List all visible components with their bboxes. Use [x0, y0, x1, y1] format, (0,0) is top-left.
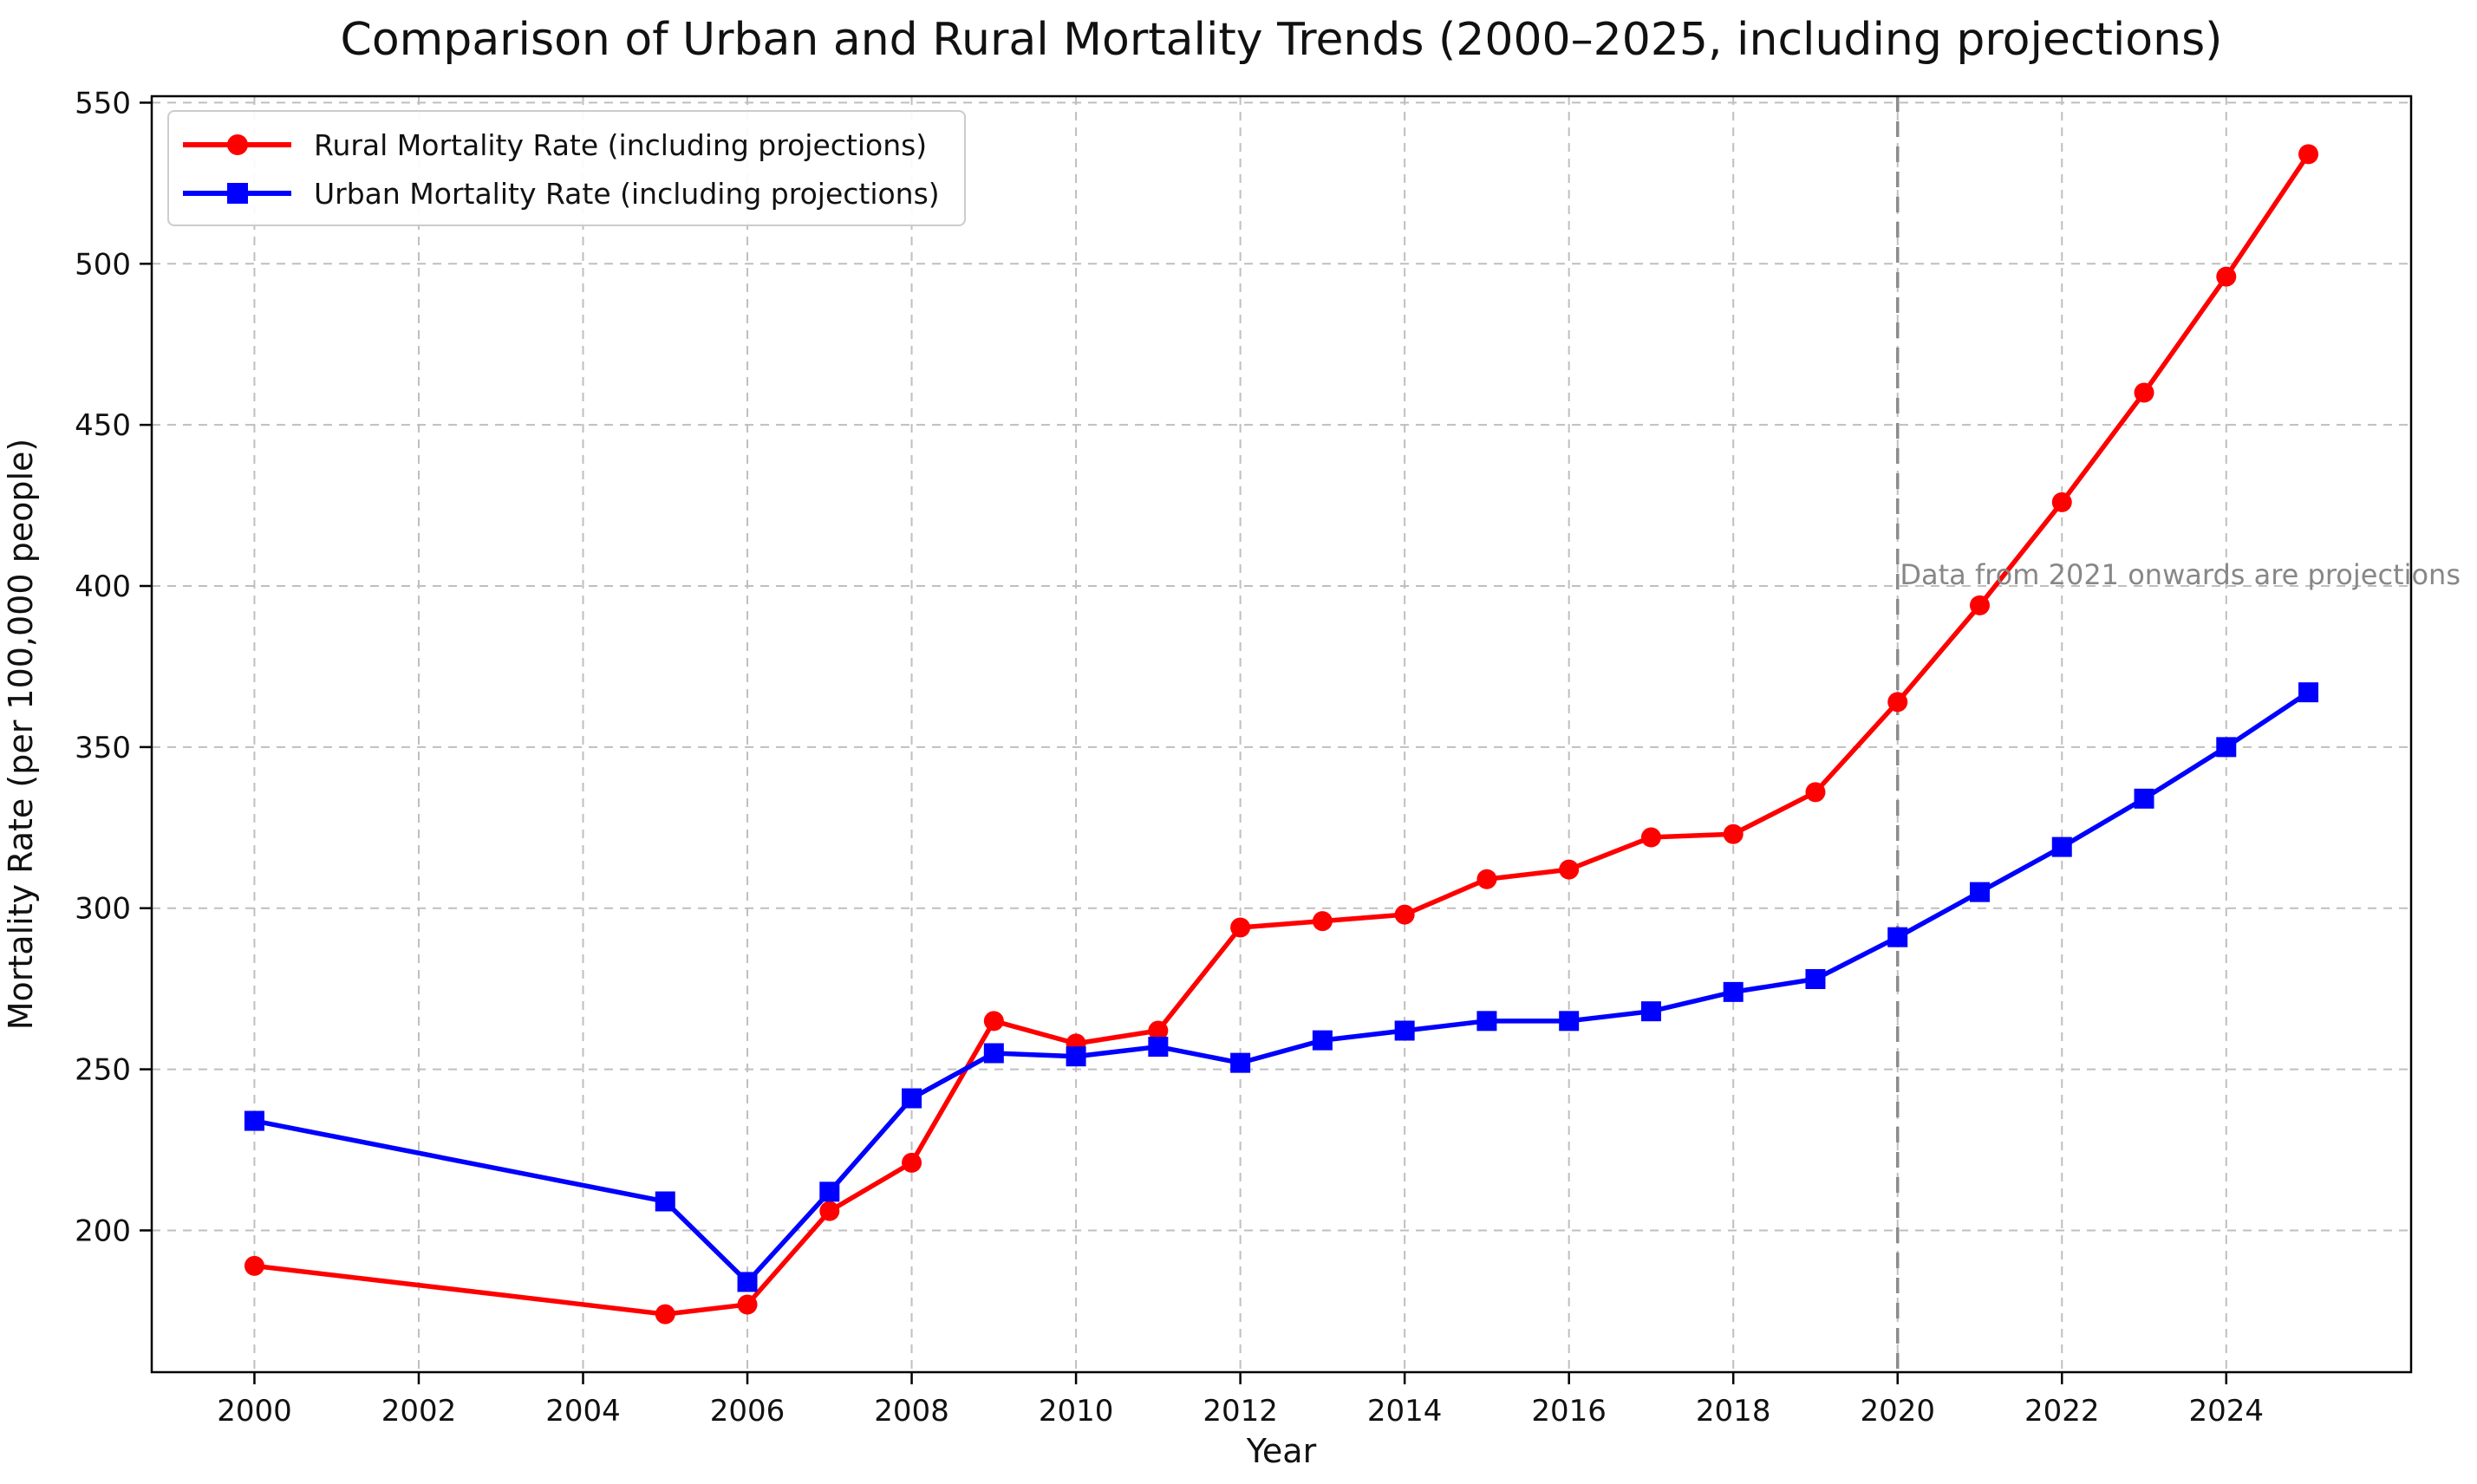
urban-data-point [1887, 927, 1908, 947]
urban-square-marker-icon [226, 183, 248, 204]
x-tick-label: 2008 [874, 1394, 949, 1429]
x-axis-label: Year [1246, 1432, 1317, 1470]
legend-label-rural: Rural Mortality Rate (including projecti… [314, 127, 928, 162]
urban-data-point [244, 1110, 264, 1131]
urban-data-point [1640, 1001, 1661, 1022]
urban-data-point [902, 1088, 922, 1109]
plot-border [150, 94, 2413, 1374]
y-axis-label: Mortality Rate (per 100,000 people) [2, 438, 40, 1031]
rural-data-point [902, 1152, 922, 1173]
rural-data-point [655, 1304, 675, 1325]
x-tick-label: 2014 [1367, 1394, 1443, 1429]
y-tick-label: 400 [75, 570, 131, 604]
urban-data-point [983, 1043, 1004, 1064]
urban-data-point [2298, 682, 2319, 703]
y-tick-label: 450 [75, 408, 131, 443]
urban-data-point [2216, 737, 2237, 758]
legend: Rural Mortality Rate (including projecti… [167, 110, 966, 226]
rural-data-point [1148, 1020, 1169, 1041]
urban-data-point [1394, 1020, 1415, 1041]
rural-data-point [1723, 823, 1744, 844]
x-tick-label: 2010 [1039, 1394, 1114, 1429]
y-tick-label: 350 [75, 731, 131, 765]
urban-data-point [819, 1181, 840, 1202]
urban-data-point [1312, 1030, 1333, 1051]
urban-data-point [1476, 1011, 1497, 1032]
urban-data-point [1230, 1052, 1251, 1073]
rural-data-point [1476, 869, 1497, 889]
chart-title: Comparison of Urban and Rural Mortality … [340, 14, 2223, 66]
legend-label-urban: Urban Mortality Rate (including projecti… [314, 176, 940, 211]
x-tick-label: 2016 [1531, 1394, 1607, 1429]
rural-data-point [1559, 859, 1580, 880]
rural-circle-marker-icon [226, 134, 248, 155]
rural-data-point [737, 1294, 758, 1315]
urban-data-point [1969, 882, 1990, 902]
urban-data-point [1723, 981, 1744, 1002]
projection-annotation: Data from 2021 onwards are projections [1900, 558, 2461, 591]
x-tick-label: 2012 [1203, 1394, 1278, 1429]
y-tick-label: 300 [75, 892, 131, 927]
rural-series-line [251, 152, 2311, 1317]
rural-data-point [1805, 782, 1826, 803]
rural-data-point [2051, 491, 2072, 512]
x-tick-label: 2022 [2024, 1394, 2100, 1429]
urban-data-point [737, 1272, 758, 1292]
rural-data-point [1394, 904, 1415, 925]
urban-series-line [251, 689, 2311, 1285]
x-tick-label: 2004 [545, 1394, 621, 1429]
x-tick-label: 2024 [2189, 1394, 2265, 1429]
rural-data-point [244, 1255, 264, 1276]
rural-data-point [819, 1201, 840, 1221]
urban-data-point [1148, 1037, 1169, 1058]
legend-item-rural: Rural Mortality Rate (including projecti… [183, 124, 940, 166]
rural-data-point [2298, 144, 2319, 165]
y-tick-label: 500 [75, 247, 131, 282]
urban-data-point [2051, 836, 2072, 857]
x-tick-label: 2006 [710, 1394, 785, 1429]
rural-data-point [1969, 595, 1990, 615]
rural-series-key [183, 133, 291, 156]
x-tick-label: 2020 [1860, 1394, 1935, 1429]
legend-item-urban: Urban Mortality Rate (including projecti… [183, 172, 940, 214]
urban-data-point [655, 1191, 675, 1212]
rural-data-point [1640, 827, 1661, 848]
rural-data-point [1312, 911, 1333, 932]
urban-data-point [1805, 969, 1826, 990]
x-tick-label: 2000 [217, 1394, 292, 1429]
x-tick-label: 2002 [381, 1394, 457, 1429]
y-tick-label: 550 [75, 86, 131, 120]
urban-data-point [1559, 1011, 1580, 1032]
rural-data-point [1887, 692, 1908, 713]
x-tick-label: 2018 [1696, 1394, 1771, 1429]
rural-data-point [2134, 382, 2154, 403]
urban-data-point [2134, 788, 2154, 809]
y-tick-label: 250 [75, 1053, 131, 1088]
y-tick-label: 200 [75, 1214, 131, 1248]
urban-data-point [1066, 1046, 1086, 1067]
rural-data-point [2216, 266, 2237, 287]
rural-data-point [1230, 917, 1251, 938]
urban-series-key [183, 182, 291, 205]
rural-data-point [983, 1011, 1004, 1032]
